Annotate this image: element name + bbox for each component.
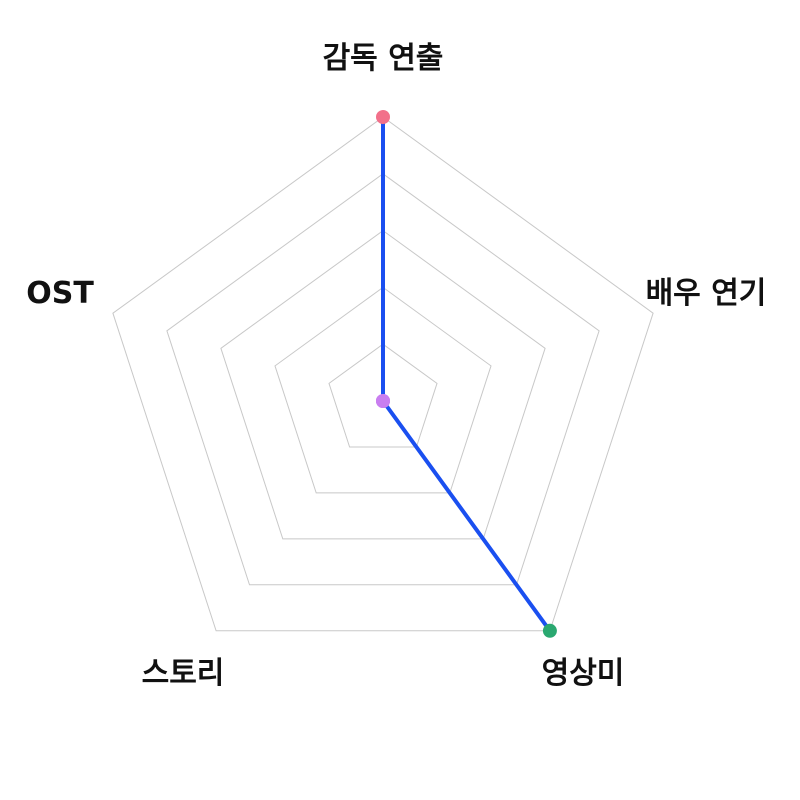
axis-label-acting: 배우 연기 [646, 276, 767, 311]
radar-grid [112, 116, 654, 632]
data-point-3 [542, 623, 557, 638]
axis-label-directing: 감독 연출 [323, 41, 444, 76]
data-point-5 [376, 394, 390, 408]
series-line [381, 117, 552, 633]
axis-label-story: 스토리 [142, 656, 225, 691]
grid-ring-5 [112, 116, 654, 632]
radar-axis-labels: 감독 연출 배우 연기 영상미 스토리 OST [26, 41, 766, 691]
grid-ring-3 [220, 229, 546, 540]
axis-label-visuals: 영상미 [542, 656, 625, 691]
grid-ring-2 [274, 286, 492, 494]
axis-label-ost: OST [26, 276, 94, 311]
grid-ring-4 [166, 173, 600, 586]
grid-ring-1 [328, 343, 438, 448]
radar-series [376, 110, 557, 638]
data-point-1 [376, 110, 390, 124]
